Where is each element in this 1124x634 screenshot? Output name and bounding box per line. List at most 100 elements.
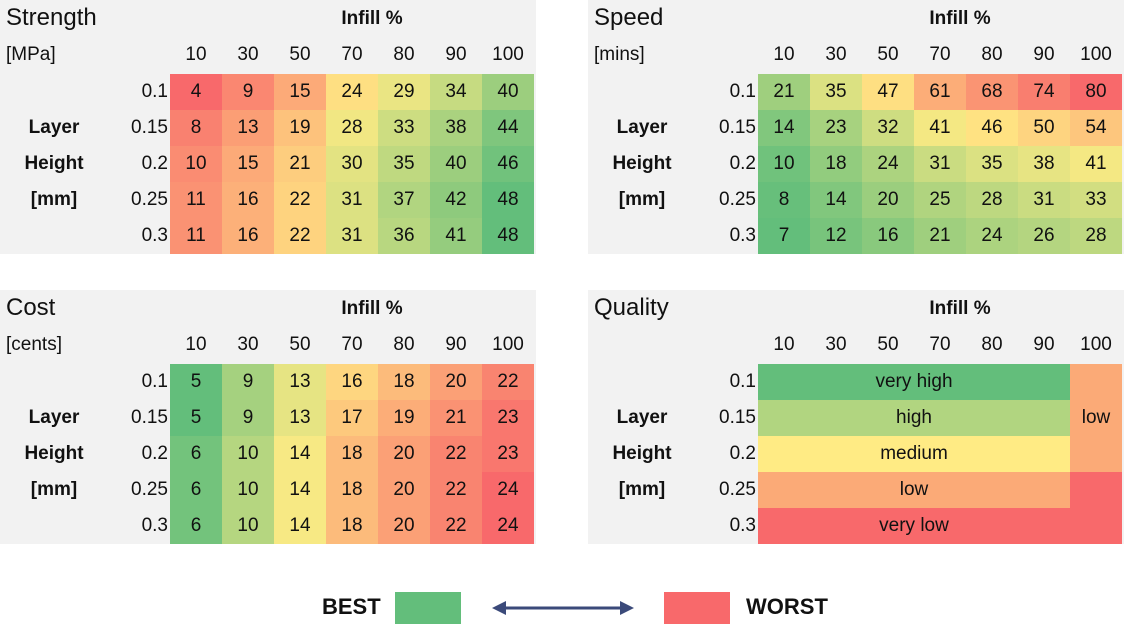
heatmap-cell: 24 bbox=[482, 508, 534, 544]
heatmap-cell: 20 bbox=[378, 436, 430, 472]
column-header: 100 bbox=[1080, 44, 1112, 65]
heatmap-cell: 28 bbox=[1070, 218, 1122, 254]
heatmap-cell: 41 bbox=[1070, 146, 1122, 182]
column-header: 80 bbox=[981, 334, 1003, 355]
heatmap-cell: 23 bbox=[482, 400, 534, 436]
heatmap-cell: 17 bbox=[326, 400, 378, 436]
column-header: 90 bbox=[445, 334, 467, 355]
double-arrow-icon bbox=[492, 601, 634, 615]
row-header: 0.25 bbox=[131, 189, 168, 210]
heatmap-cell: 22 bbox=[430, 508, 482, 544]
heatmap-cell: 80 bbox=[1070, 74, 1122, 110]
panel-title: Quality bbox=[594, 294, 669, 321]
legend-best-swatch bbox=[395, 592, 461, 624]
heatmap-cell: 48 bbox=[482, 218, 534, 254]
heatmap-cell: 24 bbox=[326, 74, 378, 110]
column-header: 50 bbox=[877, 44, 899, 65]
column-header: 10 bbox=[773, 334, 795, 355]
row-header: 0.25 bbox=[719, 479, 756, 500]
heatmap-cell: 21 bbox=[914, 218, 966, 254]
y-axis-label: [mm] bbox=[30, 479, 78, 500]
y-axis-label: [mm] bbox=[30, 189, 78, 210]
heatmap-cell: 42 bbox=[430, 182, 482, 218]
heatmap-cell: 31 bbox=[1018, 182, 1070, 218]
heatmap-cell: 36 bbox=[378, 218, 430, 254]
heatmap-cell: 46 bbox=[966, 110, 1018, 146]
row-header: 0.3 bbox=[141, 515, 168, 536]
heatmap-cell: 8 bbox=[758, 182, 810, 218]
panel-title: Cost bbox=[6, 294, 56, 321]
row-header: 0.2 bbox=[729, 153, 756, 174]
y-axis-label: Height bbox=[24, 443, 84, 464]
row-header: 0.15 bbox=[719, 117, 756, 138]
panel-strength: Strength [MPa] Infill % 10 30 50 70 80 90 100 0.1 0… bbox=[0, 0, 536, 254]
heatmap-cell: 74 bbox=[1018, 74, 1070, 110]
heatmap-cell: 15 bbox=[274, 74, 326, 110]
quality-band-side-very-low bbox=[1070, 472, 1122, 544]
column-header: 90 bbox=[1033, 44, 1055, 65]
row-header: 0.1 bbox=[141, 81, 168, 102]
row-header: 0.2 bbox=[729, 443, 756, 464]
y-axis-label: [mm] bbox=[618, 189, 666, 210]
heatmap-cell: 33 bbox=[378, 110, 430, 146]
row-header: 0.15 bbox=[719, 407, 756, 428]
heatmap-cell: 14 bbox=[758, 110, 810, 146]
heatmap-cell: 15 bbox=[222, 146, 274, 182]
column-header: 80 bbox=[393, 44, 415, 65]
column-header: 80 bbox=[981, 44, 1003, 65]
quality-band: low bbox=[758, 472, 1070, 508]
heatmap-cell: 20 bbox=[378, 472, 430, 508]
heatmap-cell: 10 bbox=[222, 436, 274, 472]
heatmap-cell: 16 bbox=[222, 182, 274, 218]
heatmap-cell: 44 bbox=[482, 110, 534, 146]
heatmap-cell: 48 bbox=[482, 182, 534, 218]
column-header: 50 bbox=[877, 334, 899, 355]
column-header: 50 bbox=[289, 44, 311, 65]
heatmap-cell: 38 bbox=[1018, 146, 1070, 182]
panel-unit: [MPa] bbox=[6, 44, 56, 65]
x-axis-label: Infill % bbox=[929, 8, 991, 29]
row-header: 0.25 bbox=[719, 189, 756, 210]
heatmap-cell: 8 bbox=[170, 110, 222, 146]
column-header: 30 bbox=[825, 334, 847, 355]
heatmap-cell: 18 bbox=[326, 436, 378, 472]
column-header: 100 bbox=[492, 334, 524, 355]
heatmap-cell: 22 bbox=[430, 472, 482, 508]
heatmap-cell: 32 bbox=[862, 110, 914, 146]
heatmap-cell: 22 bbox=[482, 364, 534, 400]
heatmap-cell: 13 bbox=[274, 400, 326, 436]
heatmap-cell: 31 bbox=[326, 218, 378, 254]
heatmap-cell: 6 bbox=[170, 472, 222, 508]
heatmap-cell: 11 bbox=[170, 182, 222, 218]
y-axis-label: Height bbox=[612, 443, 672, 464]
x-axis-label: Infill % bbox=[929, 298, 991, 319]
heatmap-cell: 20 bbox=[430, 364, 482, 400]
heatmap-cell: 14 bbox=[810, 182, 862, 218]
y-axis-label: [mm] bbox=[618, 479, 666, 500]
heatmap-cell: 11 bbox=[170, 218, 222, 254]
heatmap-cell: 24 bbox=[862, 146, 914, 182]
row-header: 0.25 bbox=[131, 479, 168, 500]
panel-unit: [cents] bbox=[6, 334, 62, 355]
column-header: 80 bbox=[393, 334, 415, 355]
heatmap-cell: 40 bbox=[430, 146, 482, 182]
column-header: 100 bbox=[1080, 334, 1112, 355]
heatmap-cell: 21 bbox=[758, 74, 810, 110]
column-header: 90 bbox=[1033, 334, 1055, 355]
column-header: 100 bbox=[492, 44, 524, 65]
heatmap-cell: 28 bbox=[966, 182, 1018, 218]
heatmap-cell: 9 bbox=[222, 74, 274, 110]
heatmap-cell: 34 bbox=[430, 74, 482, 110]
column-header: 70 bbox=[341, 44, 363, 65]
heatmap-cell: 35 bbox=[378, 146, 430, 182]
panel-title: Strength bbox=[6, 4, 97, 31]
heatmap-cell: 14 bbox=[274, 508, 326, 544]
heatmap-cell: 54 bbox=[1070, 110, 1122, 146]
legend-worst-swatch bbox=[664, 592, 730, 624]
heatmap-cell: 19 bbox=[274, 110, 326, 146]
heatmap-cell: 28 bbox=[326, 110, 378, 146]
y-axis-label: Layer bbox=[616, 117, 668, 138]
heatmap-cell: 33 bbox=[1070, 182, 1122, 218]
column-header: 30 bbox=[825, 44, 847, 65]
heatmap-cell: 31 bbox=[326, 182, 378, 218]
